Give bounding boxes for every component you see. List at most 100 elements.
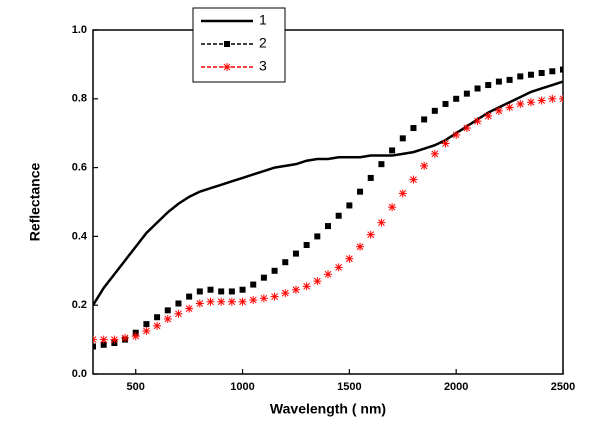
marker-square [474,85,481,92]
marker-asterisk [441,139,450,148]
marker-square [239,286,246,293]
marker-asterisk [537,96,546,105]
y-axis-title: Reflectance [27,162,43,241]
marker-square [303,242,310,248]
asterisk-stroke [239,298,246,306]
marker-asterisk [548,94,557,103]
asterisk-stroke [346,255,353,263]
marker-square [292,250,299,257]
marker-asterisk [324,270,332,279]
y-tick-label: 0.0 [72,368,87,380]
asterisk-stroke [111,336,118,343]
asterisk-stroke [217,298,225,306]
marker-asterisk [420,161,429,170]
y-tick-label: 1.0 [72,24,87,36]
marker-square [143,321,150,328]
marker-asterisk [484,112,493,120]
asterisk-stroke [399,190,407,197]
asterisk-stroke [153,322,161,330]
marker-square [93,343,96,350]
marker-asterisk [174,309,183,318]
marker-square [218,288,225,295]
asterisk-stroke [271,293,278,300]
marker-asterisk [526,98,535,107]
asterisk-stroke [559,98,563,103]
marker-square [271,267,278,274]
marker-asterisk [217,297,226,306]
marker-square [250,281,257,288]
asterisk-stroke [223,63,231,71]
marker-square [224,41,230,47]
marker-square [346,202,353,209]
marker-square [389,147,396,154]
legend-entry: 2 [201,35,267,51]
asterisk-stroke [175,310,182,318]
marker-square [442,100,449,107]
marker-asterisk [259,294,268,303]
marker-asterisk [223,63,231,71]
asterisk-stroke [164,315,172,323]
asterisk-stroke [527,98,535,106]
marker-asterisk [93,335,97,344]
marker-square [453,95,460,102]
asterisk-stroke [292,286,300,294]
marker-square [228,288,235,295]
asterisk-stroke [313,277,321,285]
marker-asterisk [409,175,418,184]
marker-asterisk [195,299,204,308]
asterisk-stroke [281,289,289,297]
marker-square [463,90,470,97]
asterisk-stroke [335,264,343,271]
marker-square [410,125,417,132]
asterisk-stroke [367,231,375,239]
line [93,80,563,306]
x-axis-title: Wavelength ( nm) [270,401,386,417]
marker-asterisk [270,292,279,301]
asterisk-stroke [100,336,108,343]
marker-square [357,188,364,195]
marker-asterisk [227,297,236,306]
marker-square [175,300,182,307]
marker-asterisk [430,149,439,158]
marker-square [260,274,267,281]
marker-asterisk [313,277,322,286]
asterisk-stroke [93,338,97,343]
asterisk-stroke [249,296,257,304]
series [93,94,563,344]
marker-square [367,174,374,181]
marker-asterisk [398,189,407,198]
marker-asterisk [238,297,247,306]
marker-asterisk [462,124,471,133]
marker-square [560,66,563,73]
marker-square [495,78,502,85]
asterisk-stroke [388,203,396,211]
asterisk-stroke [196,300,204,307]
marker-asterisk [281,289,290,298]
marker-asterisk [516,99,525,108]
asterisk-stroke [228,298,236,306]
asterisk-stroke [559,95,563,100]
marker-asterisk [110,335,119,344]
marker-square [154,314,161,321]
asterisk-stroke [484,112,492,120]
x-tick-label: 1500 [337,381,361,393]
marker-square [549,68,556,75]
marker-square [538,70,545,76]
asterisk-stroke [260,294,268,302]
x-tick-label: 2000 [444,381,468,393]
asterisk-stroke [143,327,150,335]
marker-square [207,286,214,293]
legend-box [192,7,286,83]
marker-asterisk [345,254,354,263]
x-tick-label: 500 [127,381,145,393]
marker-asterisk [366,230,375,239]
marker-asterisk [473,117,482,126]
asterisk-stroke [463,124,471,132]
marker-asterisk [131,332,140,341]
asterisk-stroke [538,97,545,104]
asterisk-stroke [207,298,214,306]
marker-asterisk [142,327,151,335]
marker-asterisk [505,103,514,112]
marker-square [517,73,524,80]
marker-square [506,76,513,83]
